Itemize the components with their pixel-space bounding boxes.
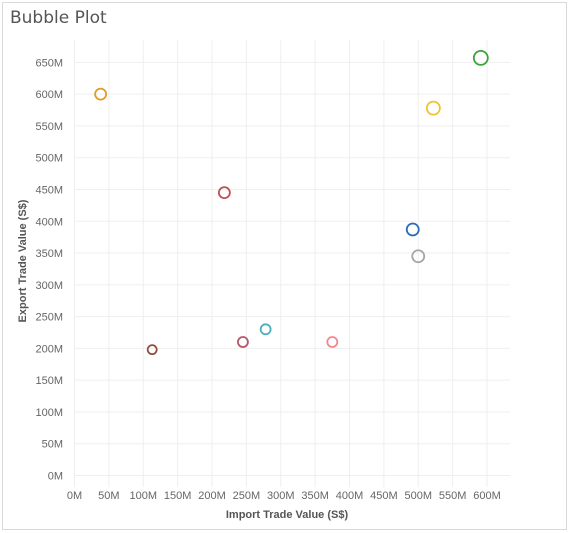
- x-tick-label: 500M: [404, 490, 432, 502]
- x-tick-label: 0M: [67, 490, 82, 502]
- y-tick-label: 300M: [35, 280, 63, 292]
- data-points: [94, 50, 489, 356]
- bubble-point[interactable]: [472, 50, 489, 66]
- x-axis-ticks: 0M 50M 100M 150M 200M 250M 300M 350M 400M 450M 500…: [67, 490, 501, 502]
- x-axis-title: Import Trade Value (S$): [226, 509, 349, 521]
- bubble-point[interactable]: [217, 186, 231, 200]
- bubble-point[interactable]: [146, 344, 158, 356]
- x-tick-label: 50M: [98, 490, 119, 502]
- x-tick-label: 300M: [267, 490, 295, 502]
- bubble-point[interactable]: [326, 336, 339, 348]
- grid-lines: [74, 40, 510, 487]
- y-tick-label: 500M: [35, 153, 63, 165]
- x-tick-label: 600M: [473, 490, 501, 502]
- bubble-point[interactable]: [259, 323, 272, 336]
- x-tick-label: 550M: [439, 490, 467, 502]
- bubble-point[interactable]: [405, 222, 420, 237]
- x-tick-label: 250M: [233, 490, 261, 502]
- bubble-point[interactable]: [237, 336, 249, 348]
- y-tick-label: 50M: [42, 439, 63, 451]
- y-tick-label: 350M: [35, 248, 63, 260]
- y-tick-label: 150M: [35, 375, 63, 387]
- y-tick-label: 100M: [35, 407, 63, 419]
- y-axis-ticks: 0M 50M 100M 150M 200M 250M 300M 350M 400M 450M 500…: [35, 57, 63, 482]
- y-tick-label: 0M: [48, 471, 63, 483]
- chart-title: Bubble Plot: [10, 8, 107, 28]
- x-tick-label: 350M: [301, 490, 329, 502]
- x-tick-label: 450M: [370, 490, 398, 502]
- y-tick-label: 400M: [35, 216, 63, 228]
- bubble-point[interactable]: [425, 100, 441, 116]
- x-tick-label: 100M: [129, 490, 157, 502]
- y-axis-title: Export Trade Value (S$): [17, 199, 29, 322]
- x-tick-label: 150M: [164, 490, 192, 502]
- y-tick-label: 250M: [35, 312, 63, 324]
- bubble-point[interactable]: [411, 249, 426, 264]
- y-tick-label: 650M: [35, 57, 63, 69]
- bubble-point[interactable]: [94, 87, 108, 101]
- y-tick-label: 450M: [35, 184, 63, 196]
- y-tick-label: 600M: [35, 89, 63, 101]
- x-tick-label: 200M: [198, 490, 226, 502]
- y-tick-label: 550M: [35, 121, 63, 133]
- y-tick-label: 200M: [35, 343, 63, 355]
- x-tick-label: 400M: [336, 490, 364, 502]
